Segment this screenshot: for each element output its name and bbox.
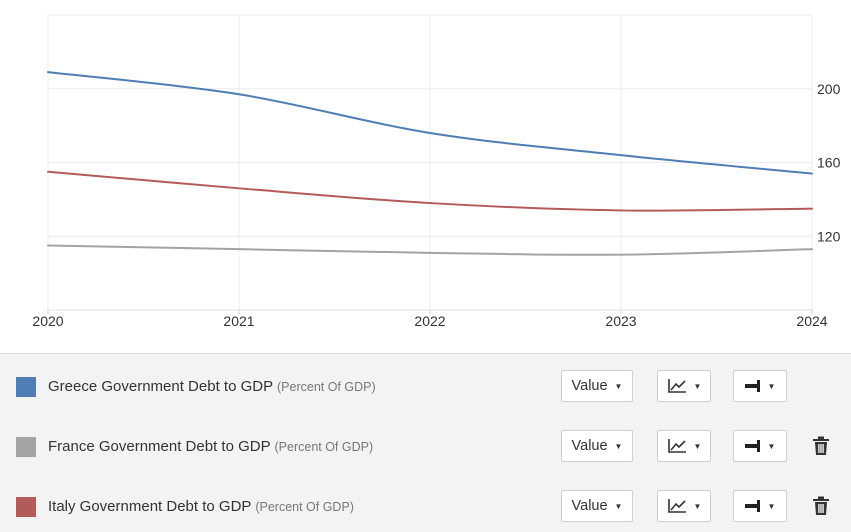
- y-tick-label: 160: [817, 155, 841, 171]
- legend-row-france: France Government Debt to GDP (Percent O…: [0, 426, 851, 466]
- series-label: France Government Debt to GDP (Percent O…: [48, 438, 373, 455]
- axis-right-icon: [744, 500, 760, 512]
- caret-down-icon: ▼: [767, 381, 776, 391]
- series-unit: (Percent Of GDP): [277, 380, 376, 394]
- chart-svg: 2020 2021 2022 2023 2024 120 160 200: [32, 14, 841, 329]
- line-chart: 2020 2021 2022 2023 2024 120 160 200: [32, 14, 841, 329]
- chart-type-dropdown[interactable]: ▼: [657, 430, 711, 462]
- x-tick-label: 2024: [796, 313, 827, 329]
- axis-right-icon: [744, 440, 760, 452]
- caret-down-icon: ▼: [693, 501, 702, 511]
- line-chart-icon: [667, 499, 686, 513]
- caret-down-icon: ▼: [693, 381, 702, 391]
- y-tick-label: 120: [817, 228, 841, 244]
- series-name: Greece Government Debt to GDP: [48, 378, 273, 395]
- series-name: France Government Debt to GDP: [48, 438, 271, 455]
- value-dropdown[interactable]: Value ▼: [561, 430, 633, 462]
- value-dropdown-label: Value: [571, 378, 608, 394]
- legend-row-italy: Italy Government Debt to GDP (Percent Of…: [0, 486, 851, 526]
- value-dropdown[interactable]: Value ▼: [561, 490, 633, 522]
- value-dropdown[interactable]: Value ▼: [561, 370, 633, 402]
- series-legend-panel: Greece Government Debt to GDP (Percent O…: [0, 353, 851, 532]
- axis-side-dropdown[interactable]: ▼: [733, 370, 787, 402]
- legend-row-greece: Greece Government Debt to GDP (Percent O…: [0, 366, 851, 406]
- series-label: Greece Government Debt to GDP (Percent O…: [48, 378, 376, 395]
- caret-down-icon: ▼: [767, 501, 776, 511]
- line-chart-icon: [667, 439, 686, 453]
- x-tick-label: 2022: [414, 313, 445, 329]
- x-tick-label: 2021: [223, 313, 254, 329]
- x-tick-label: 2020: [32, 313, 63, 329]
- axis-side-dropdown[interactable]: ▼: [733, 430, 787, 462]
- series-line-greece: [47, 71, 813, 175]
- series-color-swatch[interactable]: [16, 377, 36, 397]
- series-name: Italy Government Debt to GDP: [48, 498, 252, 515]
- caret-down-icon: ▼: [614, 381, 623, 391]
- value-dropdown-label: Value: [571, 438, 608, 454]
- series-color-swatch[interactable]: [16, 437, 36, 457]
- chart-type-dropdown[interactable]: ▼: [657, 490, 711, 522]
- trash-icon: [813, 496, 829, 515]
- caret-down-icon: ▼: [614, 501, 623, 511]
- series-unit: (Percent Of GDP): [255, 500, 354, 514]
- y-tick-label: 200: [817, 81, 841, 97]
- caret-down-icon: ▼: [614, 441, 623, 451]
- delete-series-button[interactable]: [812, 496, 830, 516]
- x-tick-label: 2023: [605, 313, 636, 329]
- axis-side-dropdown[interactable]: ▼: [733, 490, 787, 522]
- trash-icon: [813, 436, 829, 455]
- series-line-italy: [47, 170, 813, 212]
- series-unit: (Percent Of GDP): [274, 440, 374, 454]
- value-dropdown-label: Value: [571, 498, 608, 514]
- series-label: Italy Government Debt to GDP (Percent Of…: [48, 498, 354, 515]
- line-chart-icon: [667, 379, 686, 393]
- chart-type-dropdown[interactable]: ▼: [657, 370, 711, 402]
- delete-series-button[interactable]: [812, 436, 830, 456]
- axis-right-icon: [744, 380, 760, 392]
- caret-down-icon: ▼: [767, 441, 776, 451]
- series-color-swatch[interactable]: [16, 497, 36, 517]
- series-line-france: [47, 244, 813, 256]
- caret-down-icon: ▼: [693, 441, 702, 451]
